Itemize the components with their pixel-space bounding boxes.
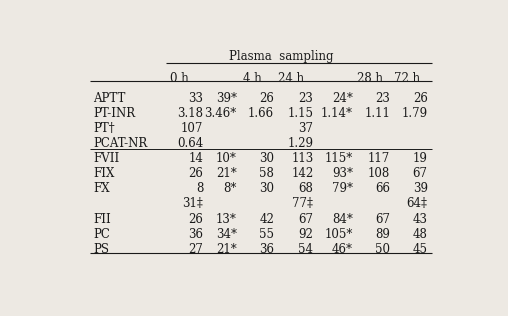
Text: PCAT-NR: PCAT-NR bbox=[93, 137, 147, 150]
Text: 3.46*: 3.46* bbox=[205, 107, 237, 120]
Text: 34*: 34* bbox=[216, 228, 237, 241]
Text: 26: 26 bbox=[259, 92, 274, 105]
Text: PS: PS bbox=[93, 243, 109, 256]
Text: 31‡: 31‡ bbox=[182, 198, 203, 210]
Text: 10*: 10* bbox=[216, 152, 237, 165]
Text: 54: 54 bbox=[299, 243, 313, 256]
Text: 64‡: 64‡ bbox=[407, 198, 428, 210]
Text: 67: 67 bbox=[375, 213, 390, 226]
Text: 43: 43 bbox=[412, 213, 428, 226]
Text: 13*: 13* bbox=[216, 213, 237, 226]
Text: 21*: 21* bbox=[216, 243, 237, 256]
Text: 1.14*: 1.14* bbox=[321, 107, 353, 120]
Text: 108: 108 bbox=[368, 167, 390, 180]
Text: PT-INR: PT-INR bbox=[93, 107, 135, 120]
Text: 0.64: 0.64 bbox=[177, 137, 203, 150]
Text: 79*: 79* bbox=[332, 182, 353, 195]
Text: 142: 142 bbox=[291, 167, 313, 180]
Text: 115*: 115* bbox=[325, 152, 353, 165]
Text: 113: 113 bbox=[291, 152, 313, 165]
Text: 14: 14 bbox=[188, 152, 203, 165]
Text: 68: 68 bbox=[299, 182, 313, 195]
Text: 42: 42 bbox=[259, 213, 274, 226]
Text: 107: 107 bbox=[181, 122, 203, 135]
Text: 1.15: 1.15 bbox=[288, 107, 313, 120]
Text: 4 h: 4 h bbox=[243, 72, 262, 85]
Text: 36: 36 bbox=[259, 243, 274, 256]
Text: FIX: FIX bbox=[93, 167, 114, 180]
Text: 0 h: 0 h bbox=[170, 72, 188, 85]
Text: 50: 50 bbox=[375, 243, 390, 256]
Text: 55: 55 bbox=[259, 228, 274, 241]
Text: 1.11: 1.11 bbox=[364, 107, 390, 120]
Text: 24*: 24* bbox=[332, 92, 353, 105]
Text: 67: 67 bbox=[412, 167, 428, 180]
Text: 28 h: 28 h bbox=[357, 72, 383, 85]
Text: 84*: 84* bbox=[332, 213, 353, 226]
Text: 8*: 8* bbox=[224, 182, 237, 195]
Text: 36: 36 bbox=[188, 228, 203, 241]
Text: 93*: 93* bbox=[332, 167, 353, 180]
Text: 26: 26 bbox=[188, 167, 203, 180]
Text: 89: 89 bbox=[375, 228, 390, 241]
Text: 26: 26 bbox=[413, 92, 428, 105]
Text: 23: 23 bbox=[375, 92, 390, 105]
Text: 37: 37 bbox=[299, 122, 313, 135]
Text: 19: 19 bbox=[413, 152, 428, 165]
Text: PC: PC bbox=[93, 228, 110, 241]
Text: 45: 45 bbox=[412, 243, 428, 256]
Text: 27: 27 bbox=[188, 243, 203, 256]
Text: 33: 33 bbox=[188, 92, 203, 105]
Text: 92: 92 bbox=[299, 228, 313, 241]
Text: 105*: 105* bbox=[325, 228, 353, 241]
Text: 72 h: 72 h bbox=[394, 72, 420, 85]
Text: 39*: 39* bbox=[216, 92, 237, 105]
Text: APTT: APTT bbox=[93, 92, 125, 105]
Text: 48: 48 bbox=[413, 228, 428, 241]
Text: 1.29: 1.29 bbox=[288, 137, 313, 150]
Text: 8: 8 bbox=[196, 182, 203, 195]
Text: 30: 30 bbox=[259, 152, 274, 165]
Text: 46*: 46* bbox=[332, 243, 353, 256]
Text: 58: 58 bbox=[259, 167, 274, 180]
Text: Plasma  sampling: Plasma sampling bbox=[229, 50, 333, 63]
Text: 117: 117 bbox=[368, 152, 390, 165]
Text: 77‡: 77‡ bbox=[293, 198, 313, 210]
Text: FII: FII bbox=[93, 213, 111, 226]
Text: 66: 66 bbox=[375, 182, 390, 195]
Text: 23: 23 bbox=[299, 92, 313, 105]
Text: 3.18: 3.18 bbox=[177, 107, 203, 120]
Text: 1.79: 1.79 bbox=[401, 107, 428, 120]
Text: 26: 26 bbox=[188, 213, 203, 226]
Text: FX: FX bbox=[93, 182, 110, 195]
Text: 1.66: 1.66 bbox=[248, 107, 274, 120]
Text: PT†: PT† bbox=[93, 122, 115, 135]
Text: 24 h: 24 h bbox=[278, 72, 304, 85]
Text: 39: 39 bbox=[412, 182, 428, 195]
Text: 67: 67 bbox=[299, 213, 313, 226]
Text: 30: 30 bbox=[259, 182, 274, 195]
Text: FVII: FVII bbox=[93, 152, 119, 165]
Text: 21*: 21* bbox=[216, 167, 237, 180]
